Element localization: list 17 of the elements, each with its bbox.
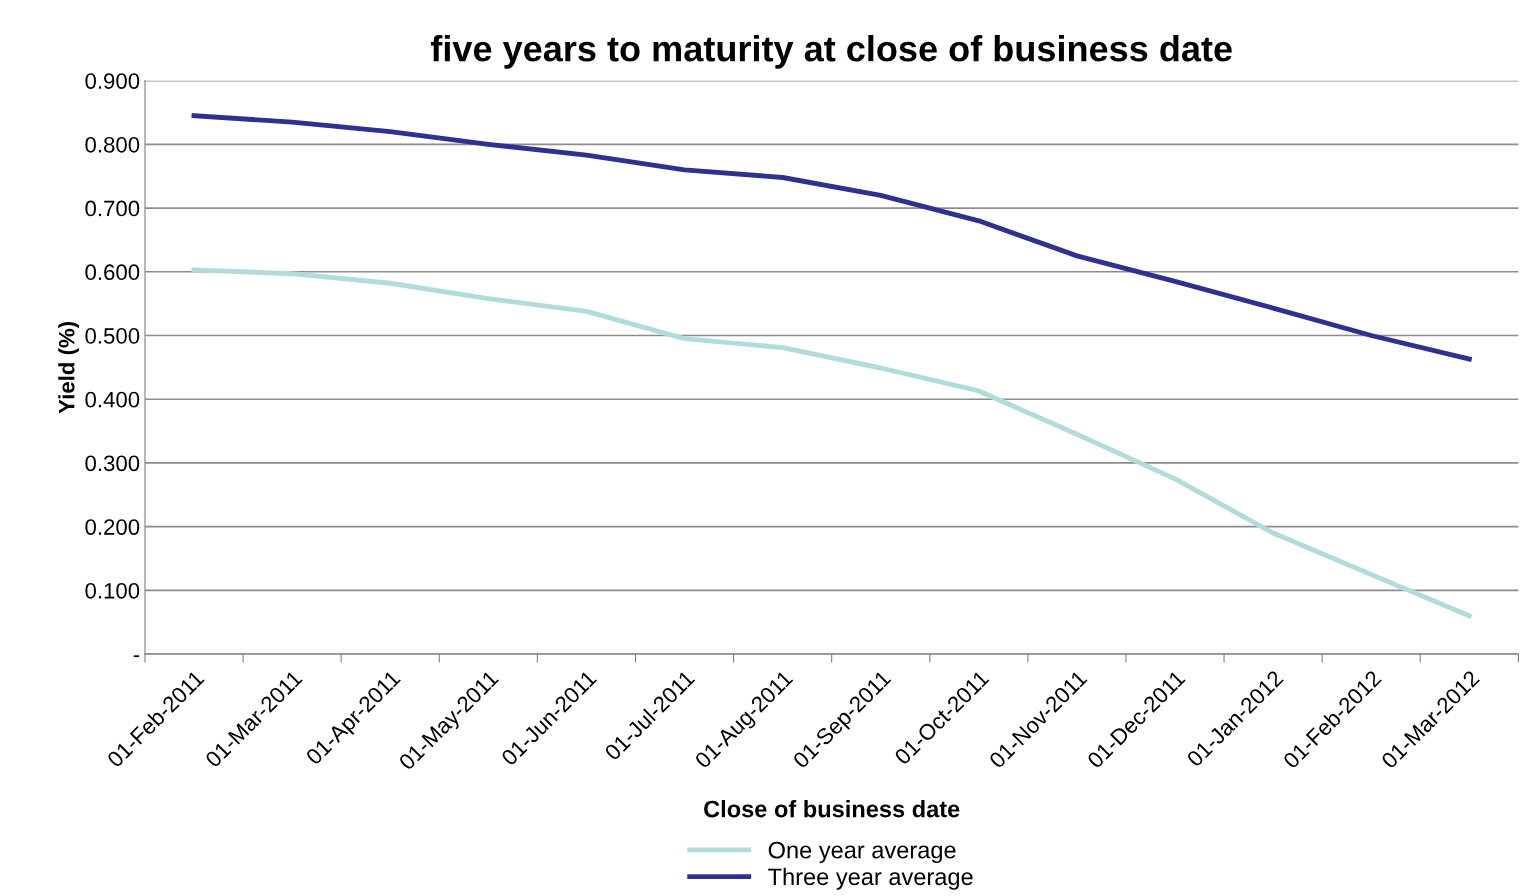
y-tick-label: 0.800 — [85, 136, 140, 153]
y-axis-title: Yield (%) — [58, 321, 79, 414]
y-tick-label: 0.300 — [85, 455, 140, 472]
y-tick-label: 0.900 — [85, 73, 140, 89]
x-axis-title: Close of business date — [704, 800, 960, 818]
chart-title: five years to maturity at close of business date — [430, 35, 1232, 69]
y-tick-label: 0.200 — [85, 519, 140, 535]
y-tick-label: 0.100 — [85, 582, 140, 599]
y-tick-label: 0.500 — [85, 328, 140, 344]
legend-label: Three year average — [768, 867, 973, 890]
y-tick-label: 0.700 — [85, 200, 140, 217]
y-tick-label: - — [133, 655, 140, 658]
line-series — [191, 113, 1472, 362]
y-tick-label: 0.400 — [85, 391, 140, 408]
legend-label: One year average — [768, 841, 956, 864]
line-series — [191, 267, 1472, 619]
y-tick-label: 0.600 — [85, 264, 140, 281]
